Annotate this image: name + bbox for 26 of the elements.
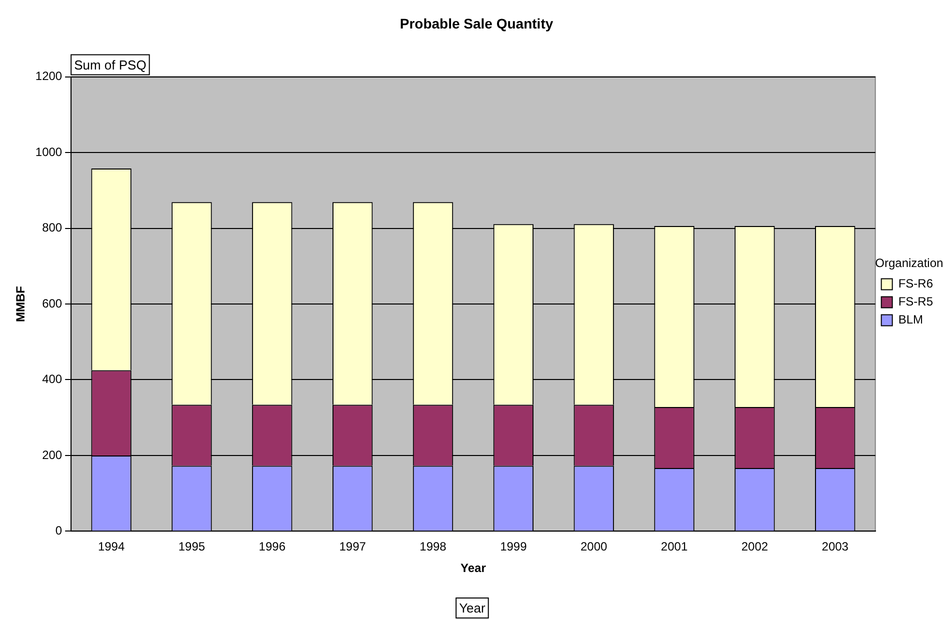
chart-title: Probable Sale Quantity (400, 15, 554, 32)
x-tick-label: 1997 (339, 540, 366, 554)
x-tick-label: 2001 (660, 540, 688, 554)
y-tick-label: 1000 (35, 144, 62, 159)
x-axis-title: Year (460, 561, 486, 576)
legend-label: BLM (898, 312, 924, 327)
y-axis-title: MMBF (14, 286, 28, 322)
x-tick-label: 1999 (500, 540, 528, 554)
y-tick-label: 600 (42, 296, 62, 310)
y-tick-label: 800 (42, 220, 62, 235)
y-tick-label: 0 (55, 524, 62, 538)
x-tick-label: 2002 (741, 540, 768, 554)
x-tick-label: 1998 (420, 540, 447, 554)
legend-title: Organization (875, 256, 943, 270)
x-tick-label: 1995 (178, 540, 206, 554)
x-tick-label: 2003 (822, 540, 849, 554)
x-tick-label: 1994 (98, 540, 125, 554)
legend-label: FS-R5 (898, 294, 934, 309)
text: Sum of PSQ (74, 57, 146, 72)
y-tick-label: 200 (42, 448, 62, 462)
x-tick-label: 2000 (580, 540, 608, 554)
y-tick-label: 1200 (35, 69, 62, 84)
legend-label: FS-R6 (898, 276, 934, 291)
y-tick-label: 400 (42, 372, 62, 386)
x-tick-label: 1996 (258, 540, 286, 554)
text: Year (459, 600, 486, 616)
